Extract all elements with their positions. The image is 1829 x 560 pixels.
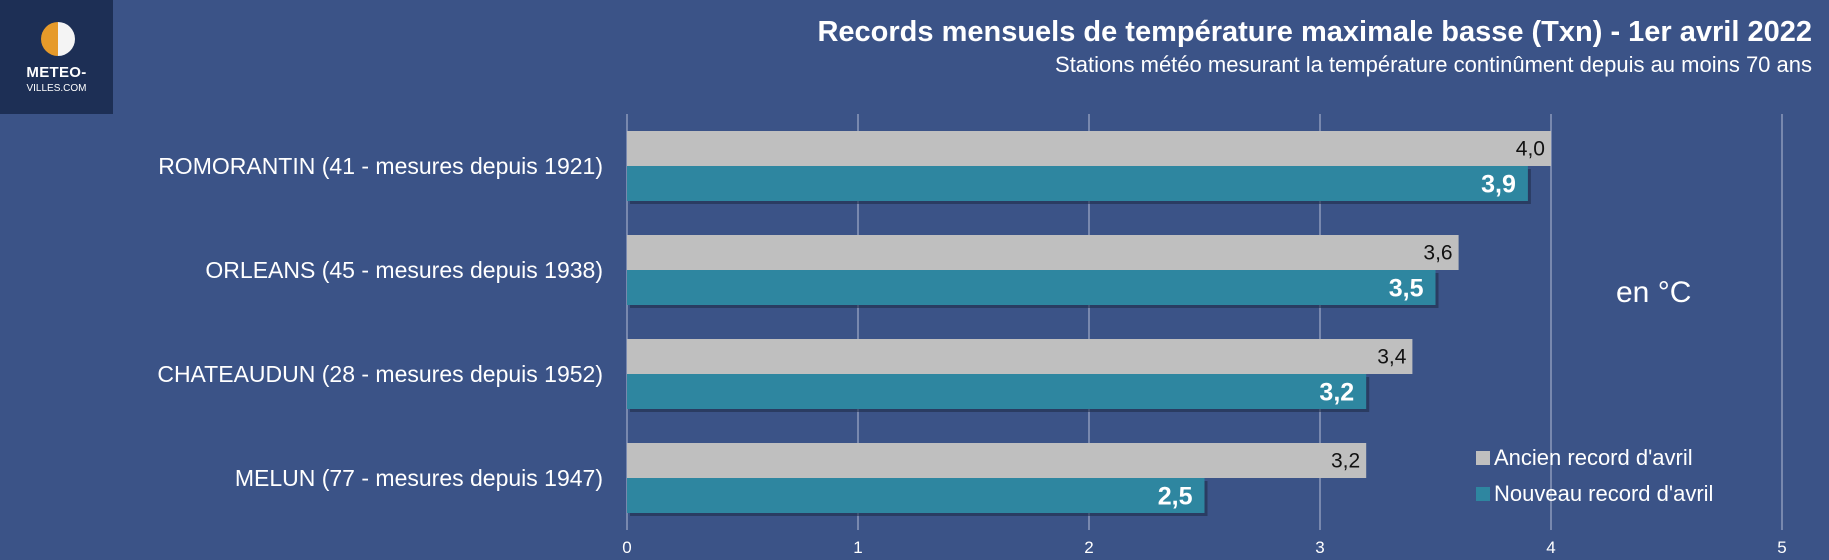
logo-sun-moon-icon bbox=[41, 22, 75, 56]
bar-new-3 bbox=[627, 478, 1205, 513]
legend-swatch-new bbox=[1476, 487, 1490, 501]
legend: Ancien record d'avril Nouveau record d'a… bbox=[1476, 440, 1713, 512]
category-label-0: ROMORANTIN (41 - mesures depuis 1921) bbox=[158, 153, 603, 179]
x-tick-label-3: 3 bbox=[1315, 538, 1324, 557]
logo: METEO- VILLES.COM bbox=[0, 0, 113, 114]
legend-label-new: Nouveau record d'avril bbox=[1494, 481, 1714, 506]
unit-label: en °C bbox=[1616, 276, 1692, 309]
value-label-new-0: 3,9 bbox=[1481, 171, 1516, 199]
bar-old-3 bbox=[627, 443, 1367, 478]
value-label-new-1: 3,5 bbox=[1389, 275, 1424, 303]
legend-item-old: Ancien record d'avril bbox=[1476, 440, 1713, 476]
chart-subtitle: Stations météo mesurant la température c… bbox=[1055, 52, 1812, 77]
value-label-old-2: 3,4 bbox=[1377, 346, 1407, 369]
value-label-old-1: 3,6 bbox=[1423, 242, 1452, 265]
legend-label-old: Ancien record d'avril bbox=[1494, 445, 1693, 470]
legend-swatch-old bbox=[1476, 451, 1490, 465]
x-tick-label-0: 0 bbox=[622, 538, 631, 557]
bar-old-2 bbox=[627, 339, 1413, 374]
bar-old-1 bbox=[627, 235, 1459, 270]
logo-text-line1: METEO- bbox=[26, 64, 87, 81]
category-label-1: ORLEANS (45 - mesures depuis 1938) bbox=[205, 257, 603, 283]
category-label-2: CHATEAUDUN (28 - mesures depuis 1952) bbox=[157, 361, 603, 387]
value-label-old-0: 4,0 bbox=[1516, 138, 1545, 161]
chart-title: Records mensuels de température maximale… bbox=[817, 16, 1812, 48]
x-tick-label-2: 2 bbox=[1084, 538, 1093, 557]
x-tick-label-5: 5 bbox=[1777, 538, 1786, 557]
value-label-new-3: 2,5 bbox=[1158, 483, 1193, 511]
bar-new-1 bbox=[627, 270, 1436, 305]
value-label-new-2: 3,2 bbox=[1319, 379, 1354, 407]
value-label-old-3: 3,2 bbox=[1331, 450, 1360, 473]
category-label-3: MELUN (77 - mesures depuis 1947) bbox=[235, 465, 603, 491]
legend-item-new: Nouveau record d'avril bbox=[1476, 476, 1713, 512]
x-tick-label-4: 4 bbox=[1546, 538, 1555, 557]
x-tick-label-1: 1 bbox=[853, 538, 862, 557]
bar-new-2 bbox=[627, 374, 1367, 409]
bar-old-0 bbox=[627, 131, 1551, 166]
logo-text-line2: VILLES.COM bbox=[26, 83, 87, 94]
bar-new-0 bbox=[627, 166, 1528, 201]
